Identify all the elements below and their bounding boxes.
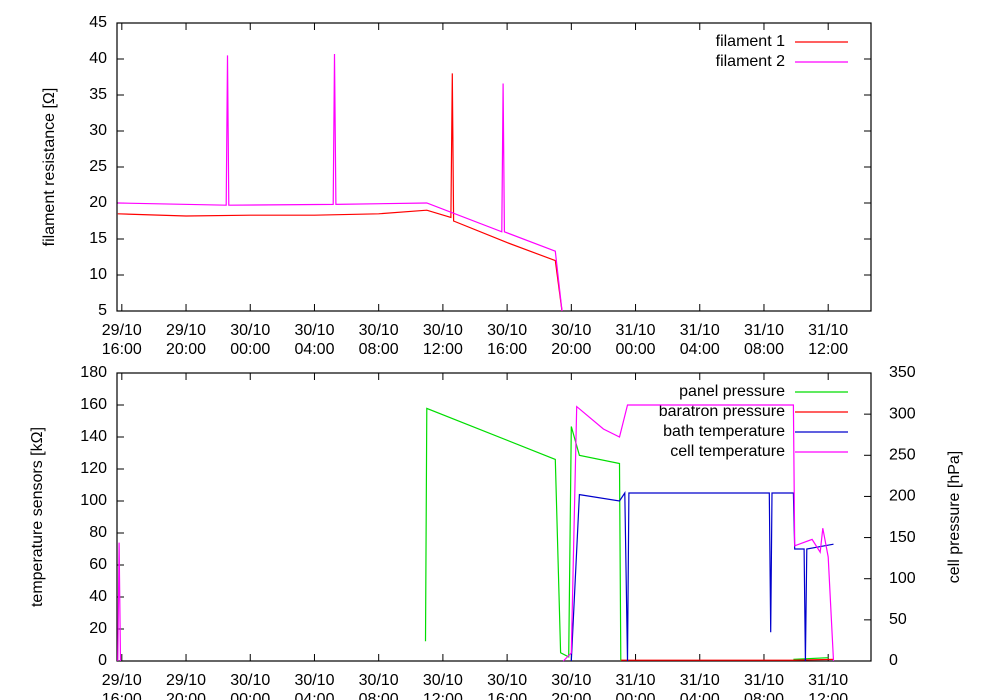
y-tick-label: 180 [80,364,107,381]
y2-tick-label: 300 [889,405,916,422]
y-tick-label: 160 [80,396,107,413]
x-tick-label: 30/10 16:00 [487,672,527,700]
y2-tick-label: 350 [889,364,916,381]
y-tick-label: 80 [89,524,107,541]
y-tick-label: 100 [80,492,107,509]
y-tick-label: 35 [89,86,107,103]
x-tick-label: 31/10 04:00 [680,322,720,358]
y-tick-label: 10 [89,266,107,283]
y-tick-label: 45 [89,14,107,31]
x-tick-label: 31/10 08:00 [744,322,784,358]
y-tick-label: 0 [98,652,107,669]
y2-tick-label: 100 [889,570,916,587]
y2-tick-label: 50 [889,611,907,628]
legend-label: cell temperature [670,443,785,460]
series-line [117,404,835,662]
y-tick-label: 25 [89,158,107,175]
x-tick-label: 30/10 00:00 [230,672,270,700]
series-line [424,407,829,662]
x-tick-label: 31/10 08:00 [744,672,784,700]
x-tick-label: 30/10 20:00 [551,322,591,358]
series-line [117,73,563,312]
y-tick-label: 140 [80,428,107,445]
y-tick-label: 120 [80,460,107,477]
y-axis-label: filament resistance [Ω] [41,88,58,247]
x-tick-label: 30/10 04:00 [294,672,334,700]
x-tick-label: 31/10 00:00 [616,672,656,700]
y-tick-label: 20 [89,620,107,637]
y-tick-label: 60 [89,556,107,573]
x-tick-label: 30/10 12:00 [423,672,463,700]
y2-tick-label: 200 [889,488,916,505]
legend-label: panel pressure [679,383,785,400]
series-line [117,53,563,312]
plot-frame [116,372,872,662]
legend-label: filament 1 [716,33,785,50]
legend-label: filament 2 [716,53,785,70]
y-tick-label: 30 [89,122,107,139]
y-tick-label: 5 [98,302,107,319]
x-tick-label: 31/10 12:00 [808,322,848,358]
x-tick-label: 30/10 04:00 [294,322,334,358]
x-tick-label: 31/10 04:00 [680,672,720,700]
x-tick-label: 30/10 00:00 [230,322,270,358]
x-tick-label: 30/10 12:00 [423,322,463,358]
x-tick-label: 30/10 16:00 [487,322,527,358]
series-line [570,491,834,662]
x-tick-label: 30/10 20:00 [551,672,591,700]
x-tick-label: 29/10 16:00 [102,672,142,700]
x-tick-label: 30/10 08:00 [359,322,399,358]
legend-label: bath temperature [663,423,785,440]
y-tick-label: 40 [89,588,107,605]
series-line [620,658,834,661]
legend-label: baratron pressure [659,403,785,420]
x-tick-label: 30/10 08:00 [359,672,399,700]
x-tick-label: 31/10 12:00 [808,672,848,700]
y2-tick-label: 0 [889,652,898,669]
x-tick-label: 29/10 20:00 [166,322,206,358]
x-tick-label: 31/10 00:00 [616,322,656,358]
y-tick-label: 15 [89,230,107,247]
y-axis-label: temperature sensors [kΩ] [29,427,46,607]
x-tick-label: 29/10 16:00 [102,322,142,358]
y2-axis-label: cell pressure [hPa] [946,451,963,584]
x-tick-label: 29/10 20:00 [166,672,206,700]
y-tick-label: 20 [89,194,107,211]
y2-tick-label: 150 [889,529,916,546]
y-tick-label: 40 [89,50,107,67]
y2-tick-label: 250 [889,447,916,464]
